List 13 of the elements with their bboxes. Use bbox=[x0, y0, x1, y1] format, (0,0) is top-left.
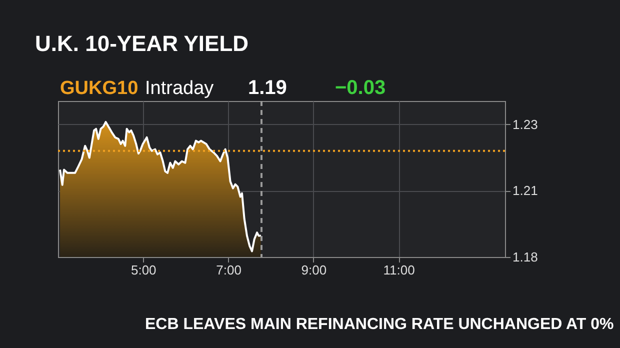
x-tick-label: 11:00 bbox=[383, 262, 415, 278]
text: GUKG10 bbox=[60, 78, 138, 99]
text: Intraday bbox=[145, 78, 214, 99]
x-tick-label: 7:00 bbox=[216, 262, 242, 278]
text: 1.19 bbox=[248, 77, 287, 99]
text: −0.03 bbox=[335, 77, 386, 99]
y-tick-label: 1.18 bbox=[512, 250, 538, 264]
x-tick-label: 5:00 bbox=[130, 262, 156, 278]
chart-title: U.K. 10-YEAR YIELD bbox=[35, 31, 249, 56]
y-tick-label: 1.23 bbox=[512, 116, 538, 132]
y-tick-label: 1.21 bbox=[512, 183, 538, 198]
x-tick-label: 9:00 bbox=[301, 262, 327, 278]
text: ECB LEAVES MAIN REFINANCING RATE UNCHANGED AT 0% bbox=[145, 316, 614, 333]
